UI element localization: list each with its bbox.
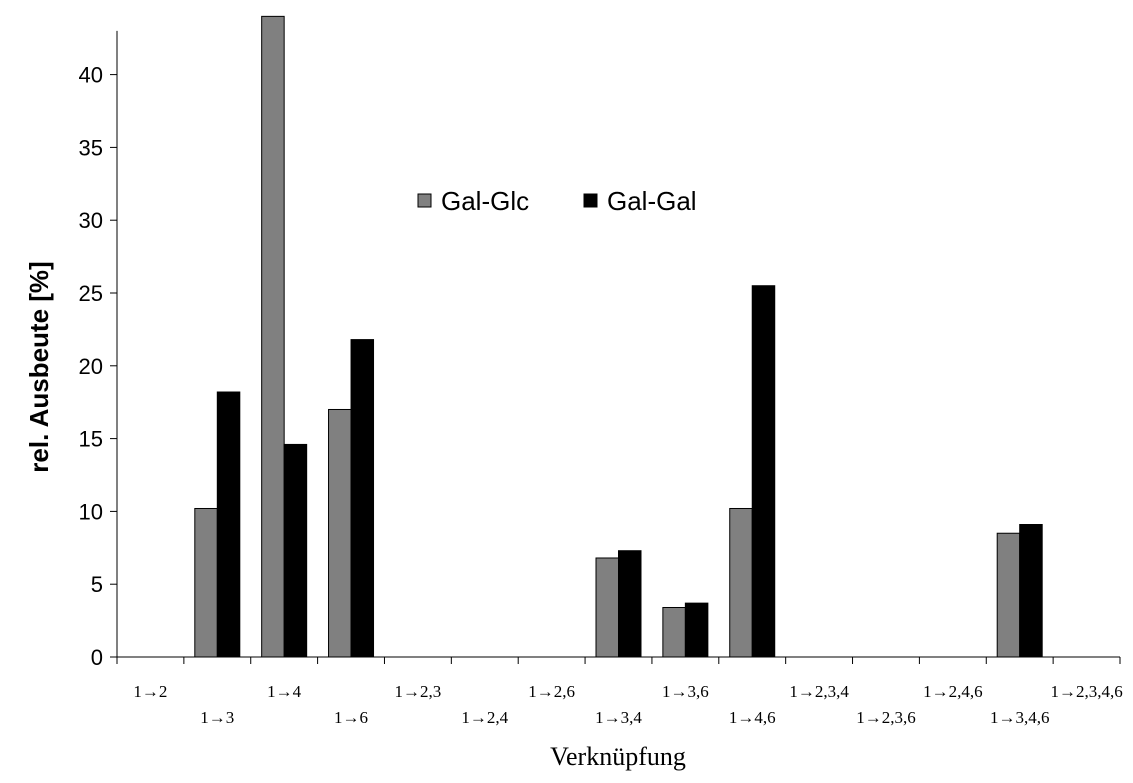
x-axis (116, 656, 1121, 664)
y-tick-label: 40 (79, 63, 103, 88)
x-category-label: 1→4,6 (729, 708, 776, 727)
x-category-label: 1→6 (334, 708, 368, 727)
legend-label: Gal-Glc (441, 186, 529, 216)
x-category-label: 1→2,4 (461, 708, 508, 727)
bar-gal-gal (684, 602, 709, 658)
category-labels: 1→2 1→3 1→4 1→6 1→2,3 1→2,4 1→2,6 1→3,4 1→3,6 1→4… (133, 682, 1122, 727)
x-category-label: 1→2,3,4,6 (1050, 682, 1122, 701)
legend-label: Gal-Gal (607, 186, 697, 216)
bar-gal-glc (261, 15, 285, 658)
y-tick-label: 25 (79, 281, 103, 306)
bar-gal-glc (996, 532, 1021, 658)
bar-gal-gal (350, 339, 375, 658)
legend-swatch (417, 193, 432, 208)
y-axis-label: rel. Ausbeute [%] (24, 261, 54, 472)
y-axis: 0 5 10 15 20 25 30 35 40 (79, 30, 118, 670)
y-tick-label: 30 (79, 208, 103, 233)
bar-gal-gal (618, 550, 642, 658)
x-category-label: 1→2 (133, 682, 167, 701)
x-category-label: 1→3,4 (595, 708, 642, 727)
legend-swatch (583, 193, 598, 208)
x-category-label: 1→3 (200, 708, 234, 727)
x-category-label: 1→2,6 (528, 682, 575, 701)
bar-gal-glc (662, 606, 686, 658)
y-tick-label: 5 (91, 572, 103, 597)
bar-gal-glc (595, 557, 619, 658)
x-axis-label: Verknüpfung (550, 742, 686, 771)
x-category-label: 1→2,3 (395, 682, 442, 701)
bar-gal-glc (729, 507, 753, 658)
x-category-label: 1→3,4,6 (990, 708, 1050, 727)
bar-gal-gal (216, 391, 241, 658)
x-category-label: 1→3,6 (662, 682, 709, 701)
x-category-label: 1→4 (267, 682, 302, 701)
x-category-label: 1→2,4,6 (923, 682, 983, 701)
x-category-label: 1→2,3,6 (856, 708, 916, 727)
bar-gal-gal (751, 285, 776, 658)
bar-gal-glc (328, 408, 352, 658)
y-tick-label: 15 (79, 427, 103, 452)
y-tick-label: 35 (79, 135, 103, 160)
y-tick-label: 20 (79, 354, 103, 379)
bars (194, 15, 1043, 658)
bar-gal-gal (1019, 524, 1043, 658)
y-tick-label: 10 (79, 499, 103, 524)
bar-gal-gal (283, 443, 308, 658)
bar-gal-glc (194, 507, 218, 658)
legend: Gal-Glc Gal-Gal (417, 186, 697, 216)
x-category-label: 1→2,3,4 (789, 682, 849, 701)
y-tick-label: 0 (91, 645, 103, 670)
